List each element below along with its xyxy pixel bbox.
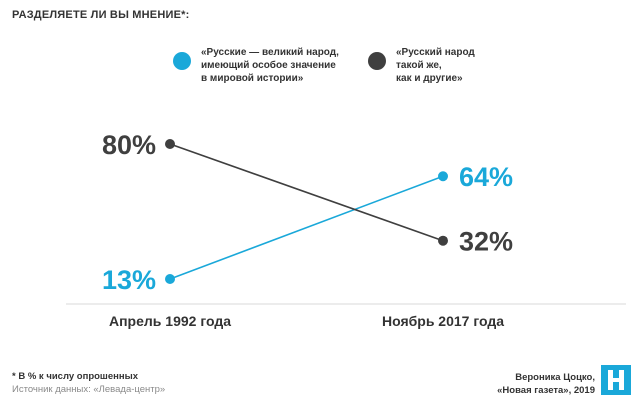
data-point-series-2-2	[438, 235, 448, 246]
value-label-series-1-2: 64%	[459, 162, 513, 192]
legend-item-series-1: «Русские — великий народ, имеющий особое…	[173, 46, 339, 85]
value-label-series-2-1: 80%	[102, 130, 156, 160]
data-point-series-1-2	[438, 171, 448, 182]
data-source: Источник данных: «Левада-центр»	[12, 384, 166, 395]
novaya-gazeta-logo-icon	[601, 365, 631, 395]
line-chart: 13% 64% 80% 32% Апрель 1992 года Ноябрь 2017…	[66, 130, 626, 329]
series-line-2	[169, 143, 444, 242]
data-point-series-1-1	[165, 274, 175, 285]
x-axis-label-2: Ноябрь 2017 года	[382, 313, 504, 329]
legend-label-series-2: «Русский народ такой же, как и другие»	[396, 47, 475, 84]
footnote: * В % к числу опрошенных	[12, 371, 139, 382]
value-label-series-2-2: 32%	[459, 227, 513, 257]
credit-publication: «Новая газета», 2019	[497, 385, 595, 396]
legend-label-series-1: «Русские — великий народ, имеющий особое…	[201, 47, 339, 84]
legend-marker-series-1	[173, 52, 191, 70]
x-axis-label-1: Апрель 1992 года	[109, 313, 231, 329]
data-point-series-2-1	[165, 139, 175, 149]
series-line-1	[169, 175, 444, 280]
credit-author: Вероника Цоцко,	[515, 372, 595, 383]
chart-title: РАЗДЕЛЯЕТЕ ЛИ ВЫ МНЕНИЕ*:	[12, 9, 190, 21]
credit: Вероника Цоцко, «Новая газета», 2019	[497, 371, 595, 397]
legend-marker-series-2	[368, 52, 386, 70]
value-label-series-1-1: 13%	[102, 265, 156, 295]
legend-item-series-2: «Русский народ такой же, как и другие»	[368, 46, 475, 85]
